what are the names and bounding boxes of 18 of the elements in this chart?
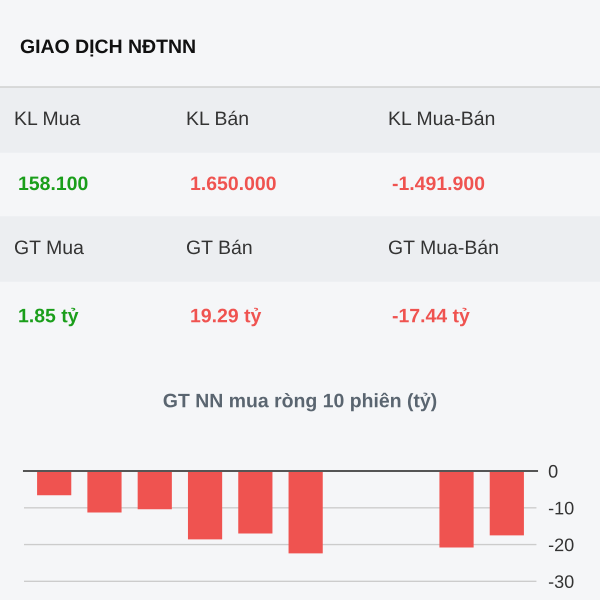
text: KL Mua-Bán xyxy=(390,110,494,126)
y-tick-label: -10 xyxy=(548,502,574,514)
text: 1.85 tỷ xyxy=(19,308,78,326)
text: 158.100 xyxy=(19,176,88,190)
text: GT Mua-Bán xyxy=(388,240,498,254)
y-tick-label: -30 xyxy=(548,575,574,588)
text: KL Mua xyxy=(16,112,80,126)
y-tick-label: 0 xyxy=(548,464,558,478)
text: GT Mua xyxy=(14,240,84,254)
text: GT Bán xyxy=(186,240,252,254)
text: 1.650.000 xyxy=(191,176,276,190)
text: KL Bán xyxy=(188,110,248,126)
text: -1.491.900 xyxy=(392,176,484,190)
y-tick-label: -20 xyxy=(548,538,574,552)
chart-title: GT NN mua ròng 10 phiên (tỷ) xyxy=(164,392,436,412)
text: GIAO DỊCH NĐTNN xyxy=(20,39,195,57)
text: 19.29 tỷ xyxy=(191,308,262,326)
text: -17.44 tỷ xyxy=(392,308,470,326)
